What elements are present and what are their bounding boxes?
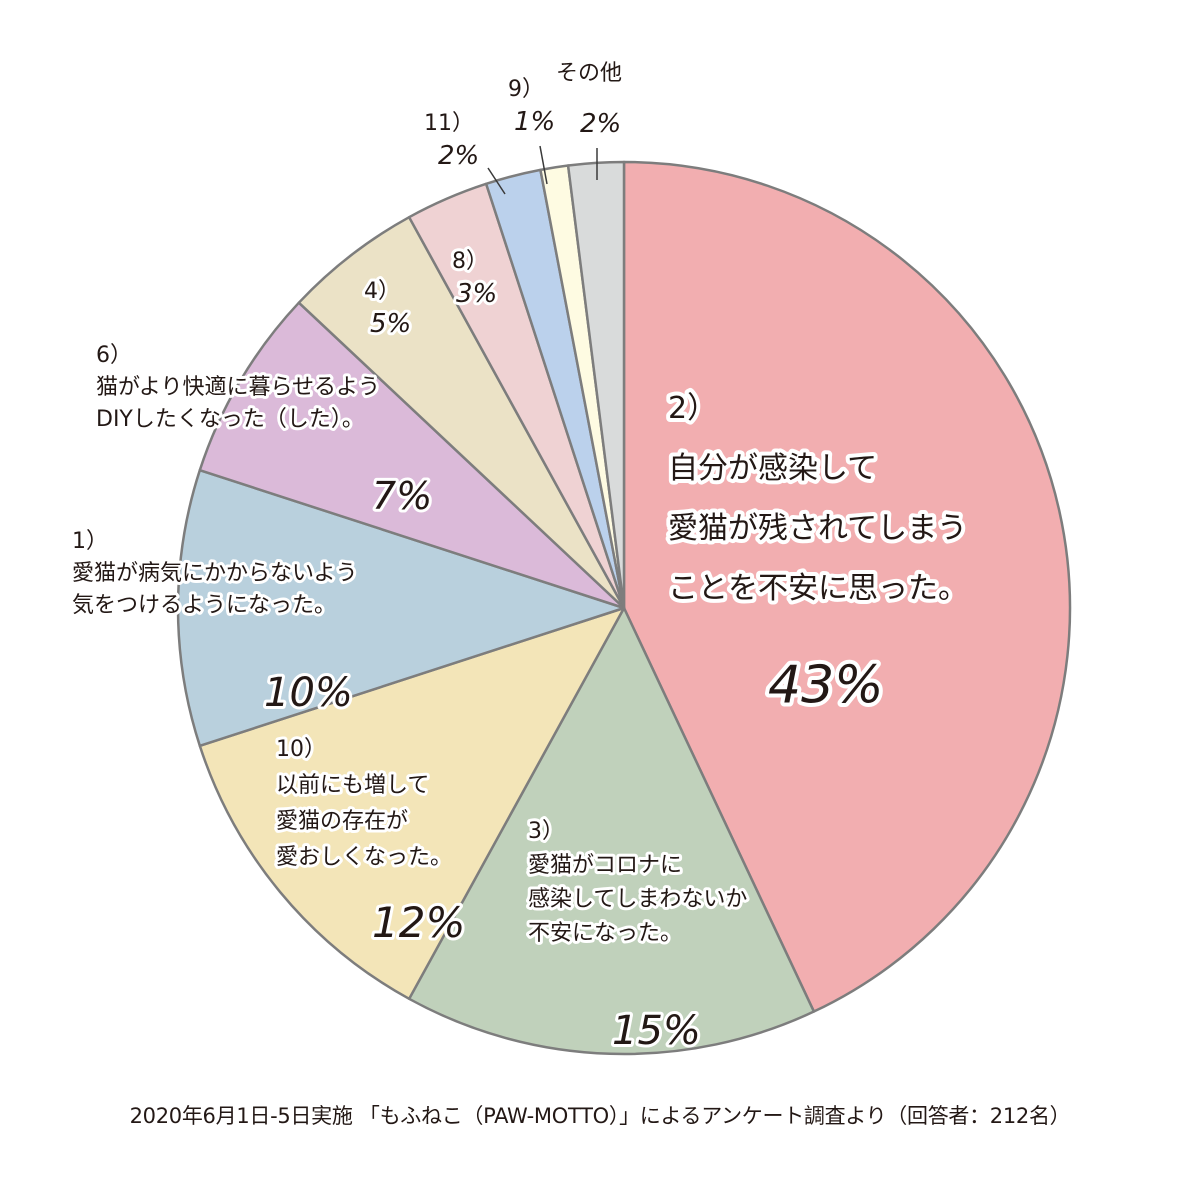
slice-label-desc-s10-0: 以前にも増して bbox=[276, 773, 429, 798]
leader-lines bbox=[487, 145, 598, 195]
slice-label-number-s4: 4） bbox=[364, 279, 400, 304]
slice-percent-s11: 2% bbox=[438, 141, 479, 171]
slice-label-desc-s3-2: 不安になった。 bbox=[528, 921, 682, 946]
slice-s3 bbox=[407, 606, 816, 1056]
slice-label-desc-s6-0: 猫がより快適に暮らせるよう bbox=[96, 375, 380, 400]
slice-percent-s4: 5% bbox=[370, 309, 411, 339]
pie-slices bbox=[176, 160, 1072, 1056]
slice-percent-s8: 3% bbox=[456, 279, 497, 309]
slice-label-desc-s1-1: 気をつけるようになった。 bbox=[72, 593, 336, 618]
slice-label-desc-s6-1: DIYしたくなった（した）。 bbox=[96, 407, 364, 432]
slice-s1 bbox=[176, 468, 626, 748]
slice-percent-s6: 7% bbox=[372, 474, 432, 518]
survey-source-note: 2020年6月1日-5日実施 「もふねこ（PAW-MOTTO）」によるアンケート… bbox=[129, 1104, 1071, 1128]
slice-label-number-s3: 3） bbox=[528, 819, 564, 844]
slice-label-desc-s10-2: 愛おしくなった。 bbox=[276, 845, 452, 870]
leader-line-s9 bbox=[539, 145, 548, 185]
slice-label-number-s8: 8） bbox=[452, 249, 488, 274]
slice-label-number-s11: 11） bbox=[424, 111, 474, 136]
slice-label-desc-s2-1: 愛猫が残されてしまう bbox=[668, 511, 967, 546]
slice-percent-s2: 43% bbox=[768, 656, 884, 716]
slice-percent-s1: 10% bbox=[264, 670, 353, 716]
slice-label-number-s1: 1） bbox=[72, 529, 108, 554]
slice-label-number-s10: 10） bbox=[276, 737, 326, 762]
slice-label-desc-s1-0: 愛猫が病気にかからないよう bbox=[72, 561, 358, 586]
leader-line-s11 bbox=[487, 167, 506, 195]
slice-label-desc-s2-2: ことを不安に思った。 bbox=[668, 571, 968, 606]
slice-percent-s3: 15% bbox=[612, 1008, 701, 1054]
slice-label-desc-s3-0: 愛猫がコロナに bbox=[528, 853, 682, 878]
slice-label-number-s9: 9） bbox=[508, 77, 544, 102]
slice-label-name-s_other: その他 bbox=[556, 61, 622, 86]
slice-s6 bbox=[198, 301, 626, 610]
slice-label-number-s2: 2） bbox=[668, 391, 717, 426]
slice-percent-s_other: 2% bbox=[580, 109, 621, 139]
slice-label-desc-s2-0: 自分が感染して bbox=[668, 451, 877, 486]
slice-percent-s10: 12% bbox=[372, 898, 465, 947]
slice-s10 bbox=[198, 606, 626, 1001]
slice-s2 bbox=[622, 160, 1072, 1013]
slice-label-number-s6: 6） bbox=[96, 343, 132, 368]
slice-label-desc-s3-1: 感染してしまわないか bbox=[528, 887, 747, 912]
slice-label-desc-s10-1: 愛猫の存在が bbox=[276, 809, 408, 834]
slice-s_other bbox=[566, 160, 626, 610]
slice-percent-s9: 1% bbox=[514, 107, 555, 137]
